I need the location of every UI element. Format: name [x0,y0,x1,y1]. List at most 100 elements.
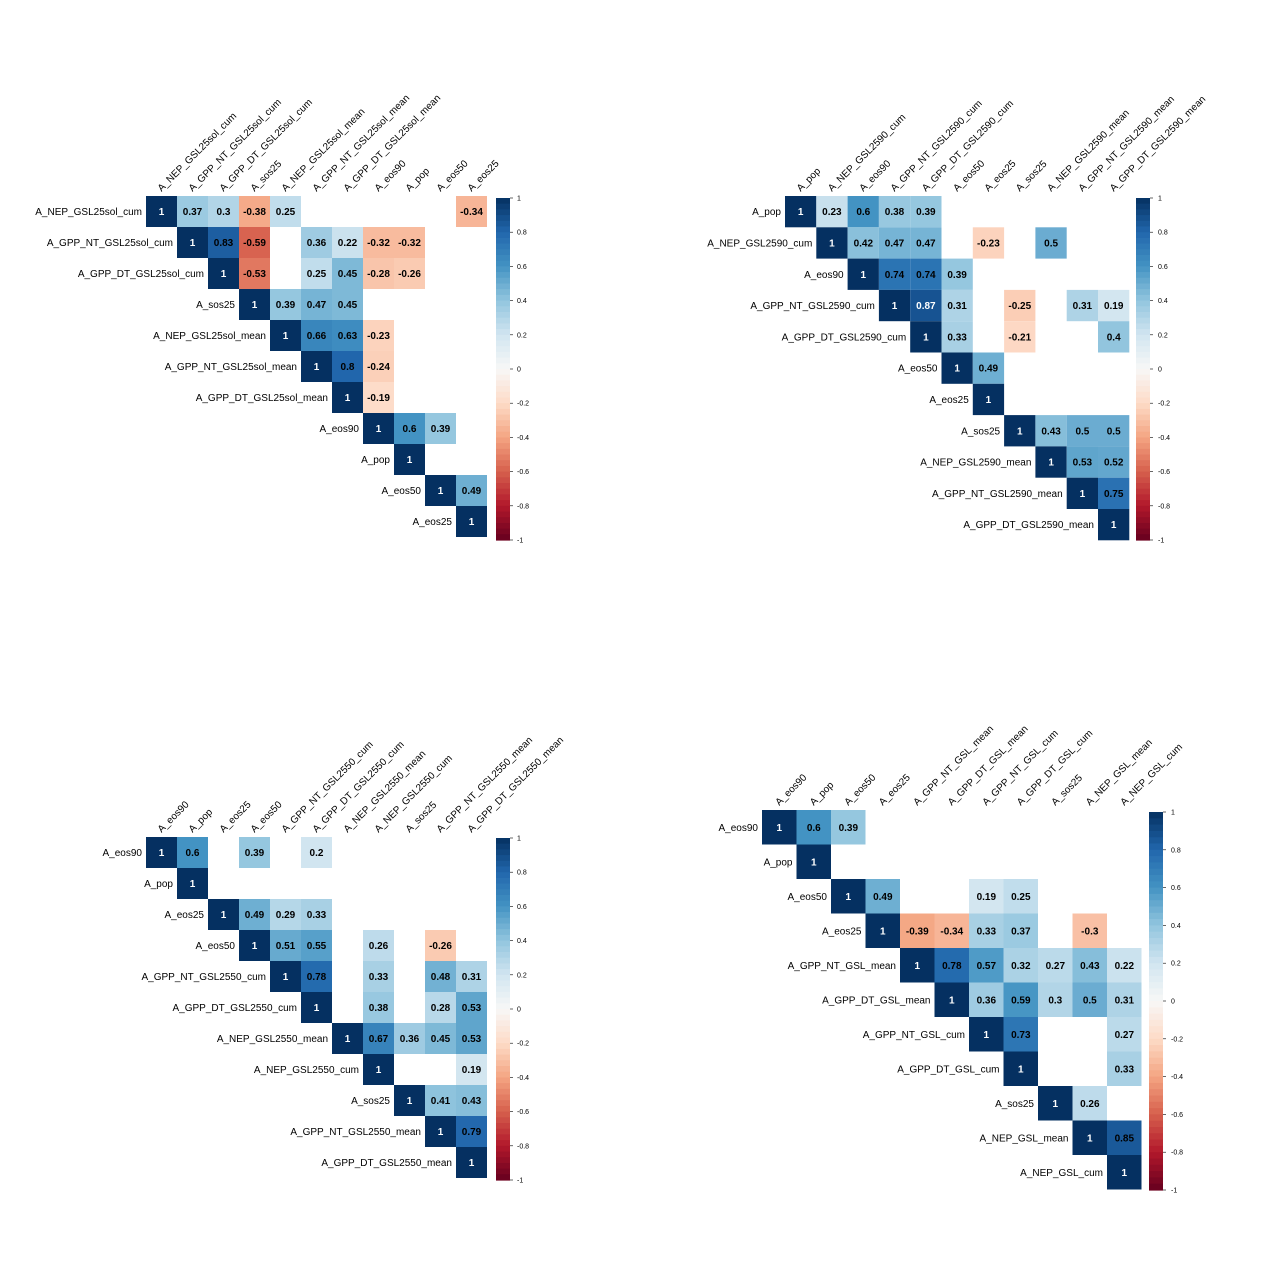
cell-value-label: 0.74 [885,270,905,281]
cell-value-label: 1 [798,207,804,218]
colorbar: 1 0.8 0.6 0.4 0.2 0 -0.2 -0.4 -0.6 -0.8 -1 [496,836,529,1185]
row-label: A_eos25 [929,395,969,406]
colorbar-swatch [1149,812,1163,819]
cell-value-label: 0.3 [217,207,231,218]
colorbar-swatch [1136,300,1150,307]
cell-value-label: 1 [880,926,886,937]
colorbar-swatch [496,946,510,953]
cell-value-label: 1 [811,857,817,868]
colorbar-swatch [496,934,510,942]
heatmap-cell [363,930,394,961]
heatmap-cell [208,258,239,289]
cell-value-label: 1 [159,848,165,859]
correlation-panel-2: 1 0.23 0.6 0.38 0.39 1 0.42 0.47 0.47 -0.23 0.5 1 0.… [707,94,1208,545]
heatmap-cell [301,992,332,1023]
colorbar-swatch [1149,1019,1163,1027]
colorbar-swatch [1149,881,1163,889]
cell-value-label: 0.78 [307,972,327,983]
cell-value-label: 1 [846,892,852,903]
cell-value-label: 0.36 [400,1034,420,1045]
row-label: A_eos90 [804,270,844,281]
colorbar-swatch [496,374,510,381]
heatmap-cell [270,930,301,961]
heatmap-cell [1107,1017,1142,1052]
cell-value-label: 0.5 [1044,239,1058,250]
colorbar-swatch [496,866,510,873]
heatmap-cell [208,899,239,930]
cell-value-label: -0.26 [429,941,452,952]
cell-value-label: 0.31 [1073,301,1093,312]
colorbar-swatch [496,1009,510,1016]
colorbar-swatch [496,1077,510,1084]
colorbar-swatch [496,969,510,976]
colorbar-swatch [496,266,510,273]
cell-value-label: 0.79 [462,1127,482,1138]
colorbar-swatch [1149,1114,1163,1122]
colorbar-swatch [1136,386,1150,393]
heatmap-cell [1098,415,1130,447]
heatmap-cell [878,196,911,228]
colorbar-swatch [496,1174,510,1181]
colorbar-swatch [1149,843,1163,851]
colorbar-tick-label: 0.2 [1171,961,1181,968]
colorbar-swatch [496,443,510,450]
colorbar-swatch [1136,351,1150,359]
colorbar-swatch [496,1054,510,1061]
heatmap-cell [878,258,911,290]
colorbar-swatch [1149,975,1163,983]
cell-value-label: 1 [1080,489,1086,500]
heatmap-cell [270,289,301,320]
heatmap-cell [847,196,879,228]
cell-value-label: 1 [469,1158,475,1169]
column-label: A_pop [795,166,824,195]
heatmap-cell [301,930,332,961]
heatmap-cell [969,1017,1004,1052]
row-label: A_sos25 [961,426,1000,437]
colorbar-swatch [1149,969,1163,977]
colorbar-swatch [496,500,510,507]
colorbar-swatch [1149,1013,1163,1021]
heatmap-cell [847,258,879,290]
colorbar-swatch [1136,232,1150,239]
heatmap-cell [878,289,911,322]
row-label: A_pop [361,455,390,466]
cell-value-label: 1 [469,517,475,528]
row-label: A_NEP_GSL2590_mean [920,458,1031,469]
colorbar-swatch [496,312,510,319]
colorbar-swatch [1136,408,1150,416]
cell-value-label: 0.28 [431,1003,451,1014]
column-label: A_eos90 [774,772,810,808]
column-label: A_eos25 [877,772,913,808]
colorbar-swatch [496,363,510,370]
row-label: A_eos90 [320,424,360,435]
colorbar-tick-label: -0.8 [517,1143,529,1150]
colorbar-swatch [1149,994,1163,1002]
cell-value-label: -0.3 [1081,926,1099,937]
colorbar-swatch [496,974,510,982]
colorbar-swatch [496,294,510,302]
colorbar-swatch [496,226,510,233]
colorbar-swatch [1136,397,1150,404]
cell-value-label: 0.6 [186,848,200,859]
colorbar-swatch [496,1151,510,1158]
column-label: A_NEP_GSL_mean [1084,737,1155,808]
cell-value-label: 0.39 [839,823,859,834]
cell-value-label: 1 [190,238,196,249]
heatmap-cell [456,1116,487,1147]
cell-value-label: 0.33 [307,910,327,921]
colorbar-swatch [496,437,510,444]
colorbar-tick-label: 0.8 [517,230,527,237]
colorbar-swatch [496,289,510,296]
colorbar-swatch [496,391,510,399]
row-label: A_GPP_DT_GSL2590_mean [963,520,1094,531]
colorbar-swatch [496,306,510,313]
colorbar-swatch [496,300,510,307]
cell-value-label: 0.83 [214,238,234,249]
colorbar-tick-label: 0.6 [1171,885,1181,892]
cell-value-label: 1 [283,972,289,983]
colorbar-tick-label: 0.6 [517,264,527,271]
cell-value-label: 0.3 [1048,995,1062,1006]
cell-value-label: 0.49 [873,892,893,903]
cell-value-label: 0.25 [307,269,327,280]
row-label: A_GPP_DT_GSL2590_cum [782,332,907,343]
